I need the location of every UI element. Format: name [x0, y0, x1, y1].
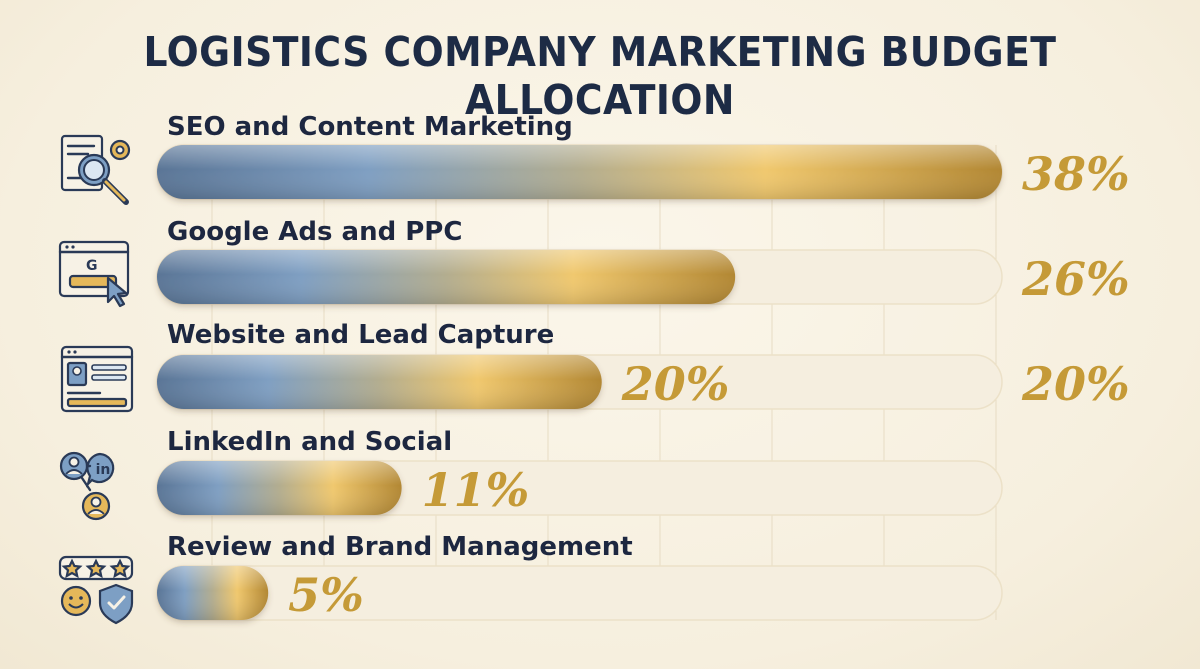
bar-value-label: 26% — [1021, 252, 1130, 306]
google-ads-click-icon: G — [58, 240, 130, 308]
bar-category-label: SEO and Content Marketing — [167, 112, 573, 142]
bar — [157, 145, 1002, 199]
bar-value-label: 20% — [621, 357, 730, 411]
svg-text:G: G — [86, 258, 98, 274]
bar — [157, 461, 402, 515]
bar-value-label: 5% — [288, 568, 364, 622]
bar-shine — [157, 355, 602, 409]
website-form-icon — [60, 345, 134, 413]
bar — [157, 566, 269, 620]
bar-track — [156, 565, 1003, 621]
bar — [157, 355, 602, 409]
bar-value-label: 38% — [1022, 147, 1130, 201]
bar-shine — [157, 250, 736, 304]
bar-category-label: Google Ads and PPC — [167, 217, 462, 247]
chart-title: LOGISTICS COMPANY MARKETING BUDGET ALLOC… — [143, 28, 1057, 124]
bar-category-label: Review and Brand Management — [167, 532, 633, 562]
bars — [157, 145, 1002, 620]
extra-value-label: 20% — [1021, 357, 1130, 411]
category-labels: SEO and Content Marketing Google Ads and … — [167, 112, 633, 562]
bar-value-label: 11% — [422, 463, 530, 517]
bar-category-label: LinkedIn and Social — [167, 427, 452, 457]
bar-shine — [157, 461, 402, 515]
bar — [157, 250, 736, 304]
bar-category-label: Website and Lead Capture — [167, 320, 554, 350]
bar-shine — [157, 145, 1002, 199]
seo-document-search-icon — [60, 134, 131, 205]
review-stars-shield-icon — [58, 555, 134, 625]
linkedin-network-icon: in — [59, 451, 115, 521]
bar-shine — [157, 566, 269, 620]
value-labels: 38% 26% 20% 11% 5% 20% — [288, 147, 1130, 622]
svg-text:in: in — [96, 462, 111, 478]
